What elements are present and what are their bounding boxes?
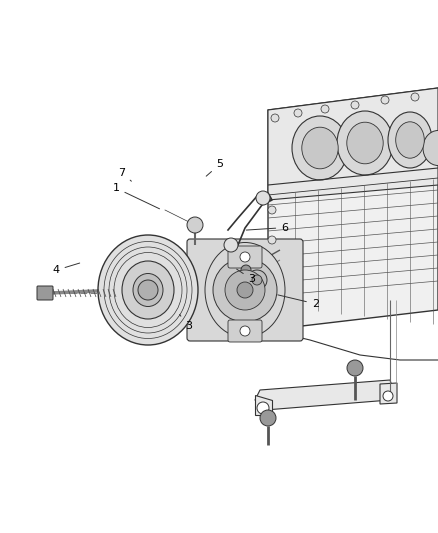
Ellipse shape (122, 261, 174, 319)
Circle shape (225, 270, 265, 310)
Ellipse shape (302, 127, 338, 169)
Circle shape (240, 326, 250, 336)
Ellipse shape (205, 243, 285, 337)
FancyBboxPatch shape (228, 320, 262, 342)
Circle shape (213, 258, 277, 322)
Circle shape (381, 96, 389, 104)
Circle shape (241, 265, 251, 275)
Circle shape (224, 238, 238, 252)
FancyBboxPatch shape (187, 239, 303, 341)
Circle shape (187, 217, 203, 233)
Ellipse shape (133, 273, 163, 306)
Circle shape (271, 114, 279, 122)
FancyBboxPatch shape (228, 246, 262, 268)
Circle shape (351, 101, 359, 109)
Circle shape (294, 109, 302, 117)
Ellipse shape (202, 240, 287, 340)
Polygon shape (255, 395, 272, 415)
Circle shape (268, 266, 276, 274)
Text: 7: 7 (118, 168, 131, 181)
Circle shape (237, 282, 253, 298)
Circle shape (247, 270, 267, 290)
Text: 3: 3 (237, 269, 255, 284)
Ellipse shape (396, 122, 424, 158)
Polygon shape (268, 88, 438, 330)
Circle shape (260, 410, 276, 426)
Circle shape (252, 275, 262, 285)
Circle shape (347, 360, 363, 376)
Polygon shape (380, 383, 397, 404)
Ellipse shape (337, 111, 393, 175)
Text: 6: 6 (246, 223, 288, 232)
Circle shape (268, 236, 276, 244)
Circle shape (138, 280, 158, 300)
Ellipse shape (423, 131, 438, 166)
Ellipse shape (98, 235, 198, 345)
Ellipse shape (347, 122, 383, 164)
Circle shape (240, 252, 250, 262)
Text: 5: 5 (206, 159, 223, 176)
Text: 1: 1 (113, 183, 159, 209)
Circle shape (383, 391, 393, 401)
Polygon shape (268, 88, 438, 200)
Circle shape (321, 105, 329, 113)
Circle shape (257, 402, 269, 414)
Text: 3: 3 (180, 314, 192, 331)
Circle shape (268, 296, 276, 304)
FancyBboxPatch shape (37, 286, 53, 300)
Circle shape (411, 93, 419, 101)
Text: 2: 2 (278, 295, 319, 309)
Text: 4: 4 (53, 263, 80, 275)
Circle shape (256, 191, 270, 205)
Ellipse shape (292, 116, 348, 180)
Circle shape (268, 206, 276, 214)
Polygon shape (255, 380, 395, 410)
Ellipse shape (388, 112, 432, 168)
